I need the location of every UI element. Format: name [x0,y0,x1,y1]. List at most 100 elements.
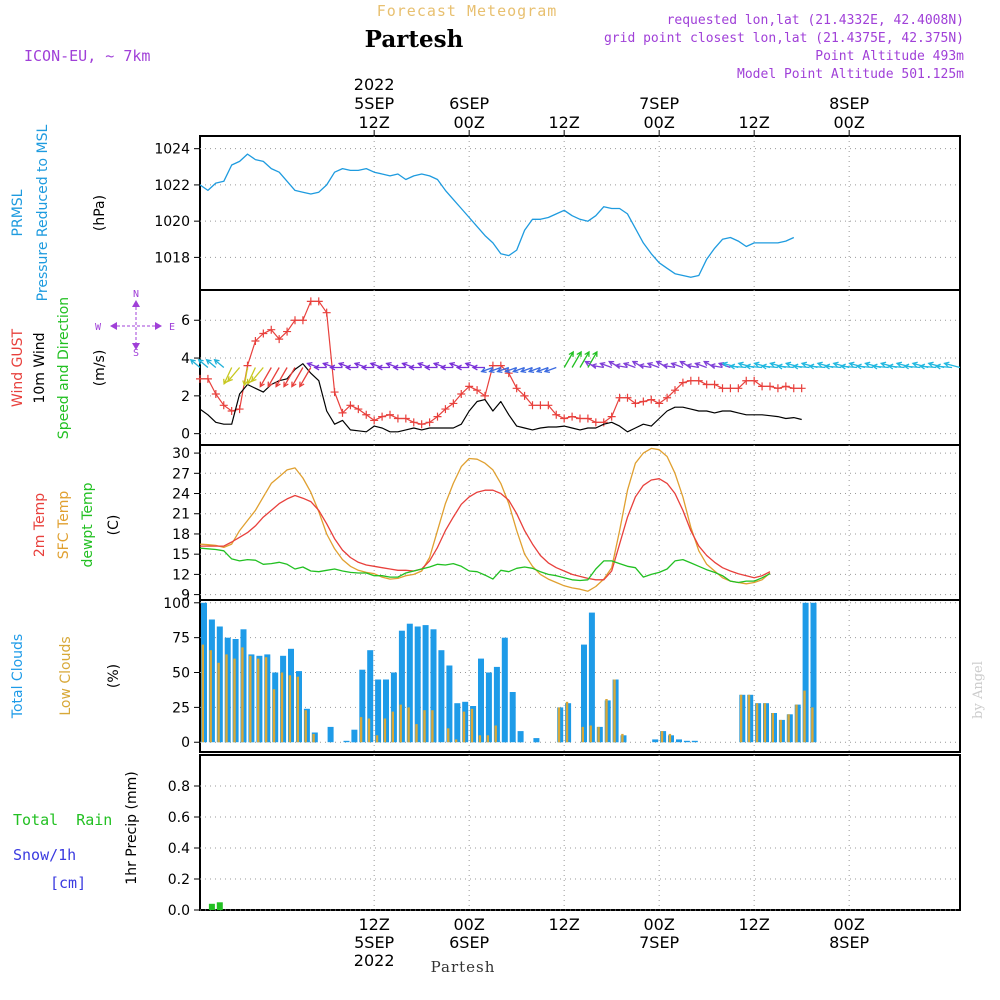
gust-marker [370,416,379,425]
low-clouds-bar [423,710,426,743]
y-tick-label: 21 [172,507,190,523]
total-clouds-bar [802,602,809,743]
gust-marker [449,399,458,408]
pressure-panel [199,135,961,291]
low-clouds-bar [589,725,592,743]
wind-direction-arrow [535,366,549,374]
gust-marker [599,418,608,427]
y-tick-label: 25 [172,700,190,716]
top-time-label: 6SEP [449,94,489,113]
wind-direction-arrow [259,367,272,388]
low-clouds-bar [264,657,268,743]
total-clouds-bar [493,666,500,743]
wind-direction-arrow [227,367,241,383]
low-clouds-bar [280,672,284,743]
y-tick-label: 15 [172,547,190,563]
low-clouds-bar [375,735,379,743]
wind-direction-arrow [871,363,889,370]
low-clouds-bar [755,703,759,743]
gust-marker [283,327,292,336]
gust-marker [330,388,339,397]
total-clouds-bar [367,650,374,743]
total-clouds-bar [375,679,382,743]
wind-direction-arrow [360,364,375,371]
gust-marker [797,384,806,393]
clouds-panel [199,599,961,753]
wind-direction-arrow [579,350,590,368]
gust-marker [702,380,711,389]
wind-direction-arrow [661,363,676,370]
gust-marker [219,401,228,410]
low-clouds-bar [304,710,307,743]
y-tick-label: 6 [181,313,190,329]
y-tick-label: 4 [181,351,190,367]
wind-direction-arrow [744,363,763,370]
gust-marker [520,391,529,400]
gust-marker [766,382,774,391]
low-clouds-bar [771,713,774,743]
total-clouds-bar [509,692,516,743]
gust-marker [655,399,664,408]
rain-bar [216,902,223,911]
gust-marker [275,335,284,344]
low-clouds-bar [811,707,814,743]
low-clouds-bar [249,655,252,743]
gust-marker [227,406,236,415]
precip-unit: 1hr Precip (mm) [124,771,140,884]
gust-marker [773,384,782,393]
total-clouds-bar [216,626,223,743]
wind-direction-arrow [685,363,699,370]
total-clouds-bar [272,672,279,743]
gust-marker [306,297,315,306]
wind-direction-arrow [943,361,961,369]
wind-direction-arrow [622,361,636,369]
dewpt-temp-line [199,547,771,584]
gust-marker [544,401,553,410]
wind-direction-arrow [839,363,858,370]
total-clouds-bar [398,630,405,743]
y-tick-label: 1022 [154,178,190,194]
gust-marker [203,374,212,383]
low-clouds-bar [415,724,418,743]
wind-direction-arrow [344,364,359,371]
wind-direction-arrow [408,364,422,371]
low-clouds-bar [454,739,458,743]
wind-direction-arrow [392,364,406,371]
gust-marker [425,418,434,427]
wind-label-direction: Speed and Direction [56,297,72,439]
wind-direction-arrow [638,363,652,370]
pressure-unit: (hPa) [92,195,108,231]
bottom-time-label: 7SEP [639,933,679,952]
gust-marker [465,382,474,391]
wind-direction-arrow [543,366,557,374]
wind-direction-arrow [855,363,873,370]
gust-marker [663,393,672,402]
wind-direction-arrow [488,366,502,374]
gust-marker [639,397,648,406]
y-tick-label: 100 [163,596,190,612]
wind-direction-arrow [823,363,842,370]
snow-legend: Snow/1h [13,846,76,864]
gust-marker [441,405,450,414]
total-clouds-bar [462,701,469,743]
low-clouds-bar [597,726,600,743]
wind-direction-arrow [329,364,343,371]
clouds-label-low: Low Clouds [58,636,74,715]
gust-marker [346,401,355,410]
wind-direction-arrow [480,366,494,374]
gust-marker [362,410,371,419]
y-tick-label: 1020 [154,214,190,230]
gust-marker [671,386,679,395]
low-clouds-bar [478,735,482,743]
low-clouds-bar [470,708,474,743]
wind-direction-arrow [275,367,288,388]
wind-direction-arrow [587,350,598,368]
gust-marker [710,380,719,389]
compass-arrow-west [110,322,117,330]
low-clouds-bar [787,714,790,743]
temp-label-dewpt: dewpt Temp [80,482,96,567]
precip-panel [199,754,961,911]
low-clouds-bar [288,675,292,743]
